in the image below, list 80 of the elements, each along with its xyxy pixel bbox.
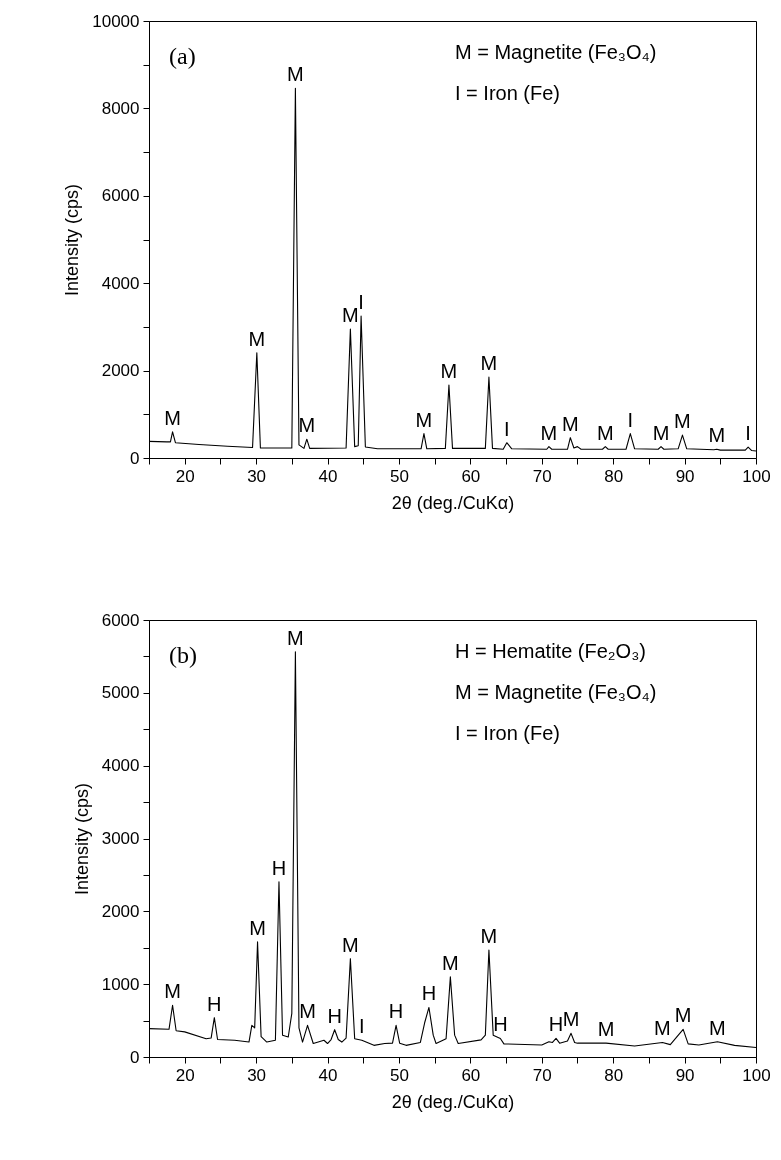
- annotation: M: [480, 924, 498, 947]
- annotation: M = Magnetite (Fe₃O₄): [455, 41, 657, 63]
- y-tick-label: 3000: [101, 829, 140, 848]
- annotation: H: [271, 856, 287, 879]
- y-tick-label: 2000: [101, 901, 140, 921]
- annotation: M: [674, 1004, 692, 1027]
- annotation: M: [298, 414, 316, 437]
- annotation: M: [440, 360, 458, 383]
- y-axis-title: Intensity (cps): [71, 782, 92, 896]
- annotation: M: [287, 63, 304, 86]
- annotation: M: [342, 304, 359, 327]
- annotation: M: [164, 406, 181, 429]
- x-tick-label: 20: [175, 466, 195, 486]
- x-tick-label: 70: [532, 1065, 552, 1085]
- y-tick-label: 8000: [101, 98, 140, 118]
- annotation: M: [561, 412, 579, 435]
- x-tick-label: 30: [247, 1065, 267, 1085]
- annotation: M: [164, 980, 181, 1003]
- x-tick-label: 80: [604, 1065, 624, 1085]
- annotation: I: [359, 1015, 365, 1038]
- x-tick-label: 90: [675, 1065, 695, 1085]
- annotation: M: [654, 1017, 671, 1040]
- annotation: M: [596, 421, 614, 444]
- x-tick-label: 90: [675, 466, 695, 486]
- annotation: M: [442, 951, 459, 974]
- x-tick-label: 50: [389, 1065, 409, 1085]
- annotation: I = Iron (Fe): [455, 82, 561, 104]
- y-tick-label: 6000: [101, 610, 140, 630]
- annotation: M: [287, 626, 304, 649]
- annotation: M: [480, 352, 498, 375]
- y-tick-label: 6000: [101, 186, 140, 206]
- annotation: M: [709, 1016, 726, 1039]
- x-axis-title: 2θ (deg./CuKα): [391, 492, 515, 513]
- y-tick-label: 10000: [92, 11, 140, 31]
- annotation: H: [327, 1004, 342, 1027]
- annotation: I = Iron (Fe): [455, 722, 561, 744]
- annotation: I: [745, 422, 751, 445]
- x-tick-label: 40: [318, 1065, 338, 1085]
- x-tick-label: 30: [247, 466, 267, 486]
- annotation: M = Magnetite (Fe₃O₄): [455, 681, 657, 703]
- x-tick-label: 60: [461, 466, 481, 486]
- annotation: H: [421, 982, 437, 1005]
- annotation: M: [249, 916, 266, 939]
- annotation: I: [358, 290, 364, 313]
- annotation: M: [415, 408, 433, 431]
- annotation: I: [503, 417, 510, 440]
- annotation: M: [652, 421, 670, 444]
- y-tick-label: 0: [130, 1047, 140, 1067]
- annotation: M: [674, 410, 691, 433]
- x-tick-label: 80: [604, 466, 624, 486]
- y-axis-title: Intensity (cps): [62, 183, 83, 297]
- x-tick-label: 40: [318, 466, 338, 486]
- x-tick-label: 50: [389, 466, 409, 486]
- x-axis-title: 2θ (deg./CuKα): [391, 1091, 515, 1112]
- annotation: H: [388, 1000, 404, 1023]
- x-tick-label: 20: [175, 1065, 195, 1085]
- annotation: I: [627, 408, 634, 431]
- y-tick-label: 0: [130, 448, 140, 468]
- annotation: M: [597, 1018, 615, 1041]
- x-tick-label: 100: [742, 1065, 771, 1085]
- x-tick-label: 70: [532, 466, 552, 486]
- annotation: H: [207, 992, 222, 1015]
- annotation: M: [342, 933, 359, 956]
- annotation: H = Hematite (Fe₂O₃): [455, 640, 646, 662]
- y-tick-label: 2000: [101, 361, 140, 381]
- y-tick-label: 5000: [101, 683, 140, 703]
- y-tick-label: 1000: [101, 974, 140, 994]
- text: (a): [169, 43, 196, 69]
- text: (b): [169, 642, 197, 668]
- y-tick-label: 4000: [101, 273, 140, 293]
- annotation: M: [540, 421, 558, 444]
- y-tick-label: 4000: [101, 756, 140, 776]
- x-tick-label: 100: [742, 466, 771, 486]
- annotation: M: [708, 424, 726, 447]
- annotation: M: [248, 327, 266, 350]
- annotation: H: [493, 1013, 508, 1036]
- x-tick-label: 60: [461, 1065, 481, 1085]
- annotation: M: [299, 1000, 316, 1023]
- annotation: H: [548, 1013, 564, 1036]
- annotation: M: [562, 1008, 580, 1031]
